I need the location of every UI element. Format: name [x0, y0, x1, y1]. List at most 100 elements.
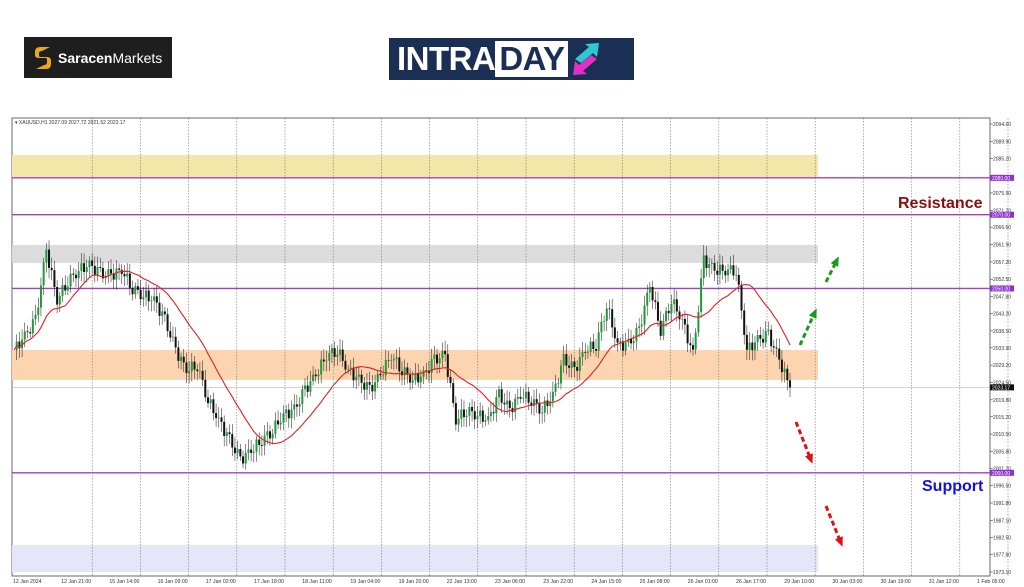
candle-body	[740, 284, 743, 311]
candle-body	[182, 356, 185, 363]
candle-body	[322, 359, 325, 362]
candle-body	[277, 420, 280, 425]
candle-body	[145, 290, 148, 298]
candle-body	[21, 339, 24, 349]
candle-body	[648, 286, 651, 293]
candle-body	[166, 314, 169, 332]
candle-body	[460, 409, 463, 419]
candle-body	[492, 412, 495, 414]
support-label: Support	[922, 478, 984, 495]
candle-body	[662, 320, 665, 336]
candle-body	[452, 383, 455, 403]
candle-body	[559, 365, 562, 384]
candle-body	[69, 273, 72, 287]
candle-body	[260, 444, 263, 446]
candle-body	[489, 412, 492, 417]
candle-body	[427, 370, 430, 373]
y-tick-label: 2052.50	[993, 277, 1011, 283]
y-tick-label: 1982.50	[993, 535, 1011, 541]
candle-body	[201, 370, 204, 380]
x-tick-label: 29 Jan 10:00	[784, 579, 814, 585]
candle-body	[436, 354, 439, 364]
candle-body	[174, 336, 177, 348]
candle-body	[767, 329, 770, 332]
candle-body	[584, 352, 587, 353]
candle-body	[39, 285, 42, 308]
candle-body	[681, 318, 684, 320]
candle-body	[255, 439, 258, 452]
candle-body	[142, 297, 145, 300]
candle-body	[449, 376, 452, 384]
candle-body	[61, 285, 64, 296]
candle-body	[597, 332, 600, 351]
candle-body	[382, 375, 385, 376]
candle-body	[374, 382, 377, 392]
candle-body	[93, 265, 96, 275]
candle-body	[398, 357, 401, 372]
x-tick-label: 12 Jan 21:00	[61, 579, 91, 585]
candle-body	[616, 338, 619, 343]
candle-body	[352, 367, 355, 381]
candle-body	[608, 308, 611, 310]
candle-body	[422, 370, 425, 377]
candle-body	[471, 406, 474, 412]
y-tick-label: 1977.80	[993, 553, 1011, 559]
candle-body	[387, 359, 390, 361]
x-tick-label: 17 Jan 18:00	[254, 579, 284, 585]
candle-body	[724, 270, 727, 276]
candle-body	[401, 371, 403, 376]
x-tick-label: 25 Jan 08:00	[640, 579, 670, 585]
candle-body	[34, 314, 37, 320]
candle-body	[395, 357, 398, 359]
candle-body	[533, 399, 536, 407]
x-tick-label: 26 Jan 01:00	[688, 579, 718, 585]
y-tick-label: 2057.20	[993, 260, 1011, 266]
candle-body	[665, 310, 668, 321]
candle-body	[603, 320, 606, 322]
candle-body	[58, 295, 61, 305]
candle-body	[368, 382, 371, 385]
candle-body	[562, 354, 565, 366]
candle-body	[198, 370, 201, 372]
candle-body	[503, 402, 506, 405]
candle-body	[751, 342, 754, 351]
candle-body	[433, 354, 436, 359]
x-tick-label: 1 Feb 05:00	[977, 579, 1005, 585]
y-tick-label: 2029.20	[993, 363, 1011, 369]
candle-body	[29, 332, 32, 334]
y-tick-label: 2047.80	[993, 295, 1011, 301]
candle-body	[355, 376, 358, 381]
candle-body	[207, 397, 209, 404]
zone-band	[12, 244, 818, 264]
candle-body	[689, 343, 692, 346]
candle-body	[85, 267, 88, 272]
candle-body	[753, 342, 756, 351]
y-tick-label: 2010.50	[993, 432, 1011, 438]
candle-body	[729, 265, 732, 270]
x-tick-label: 23 Jan 06:00	[495, 579, 525, 585]
candle-body	[26, 331, 29, 333]
intraday-logo: INTRA DAY	[389, 38, 634, 80]
candle-body	[630, 339, 633, 344]
y-tick-label: 2038.50	[993, 329, 1011, 335]
candle-body	[535, 399, 538, 403]
candle-body	[18, 341, 21, 349]
candle-body	[546, 400, 549, 406]
candle-body	[627, 339, 630, 343]
candle-body	[454, 402, 457, 425]
x-tick-label: 23 Jan 22:00	[543, 579, 573, 585]
candle-body	[392, 358, 395, 361]
candle-body	[683, 318, 686, 325]
candle-body	[77, 271, 80, 279]
candle-body	[417, 373, 420, 383]
candle-body	[233, 447, 236, 454]
candle-body	[411, 380, 414, 383]
candle-body	[565, 354, 568, 366]
candle-body	[708, 264, 711, 269]
candle-body	[519, 396, 522, 399]
candle-body	[279, 422, 282, 425]
candle-body	[287, 409, 290, 419]
current-price-label: 2023.17	[992, 385, 1010, 391]
x-tick-label: 19 Jan 20:00	[399, 579, 429, 585]
candle-body	[549, 401, 552, 406]
